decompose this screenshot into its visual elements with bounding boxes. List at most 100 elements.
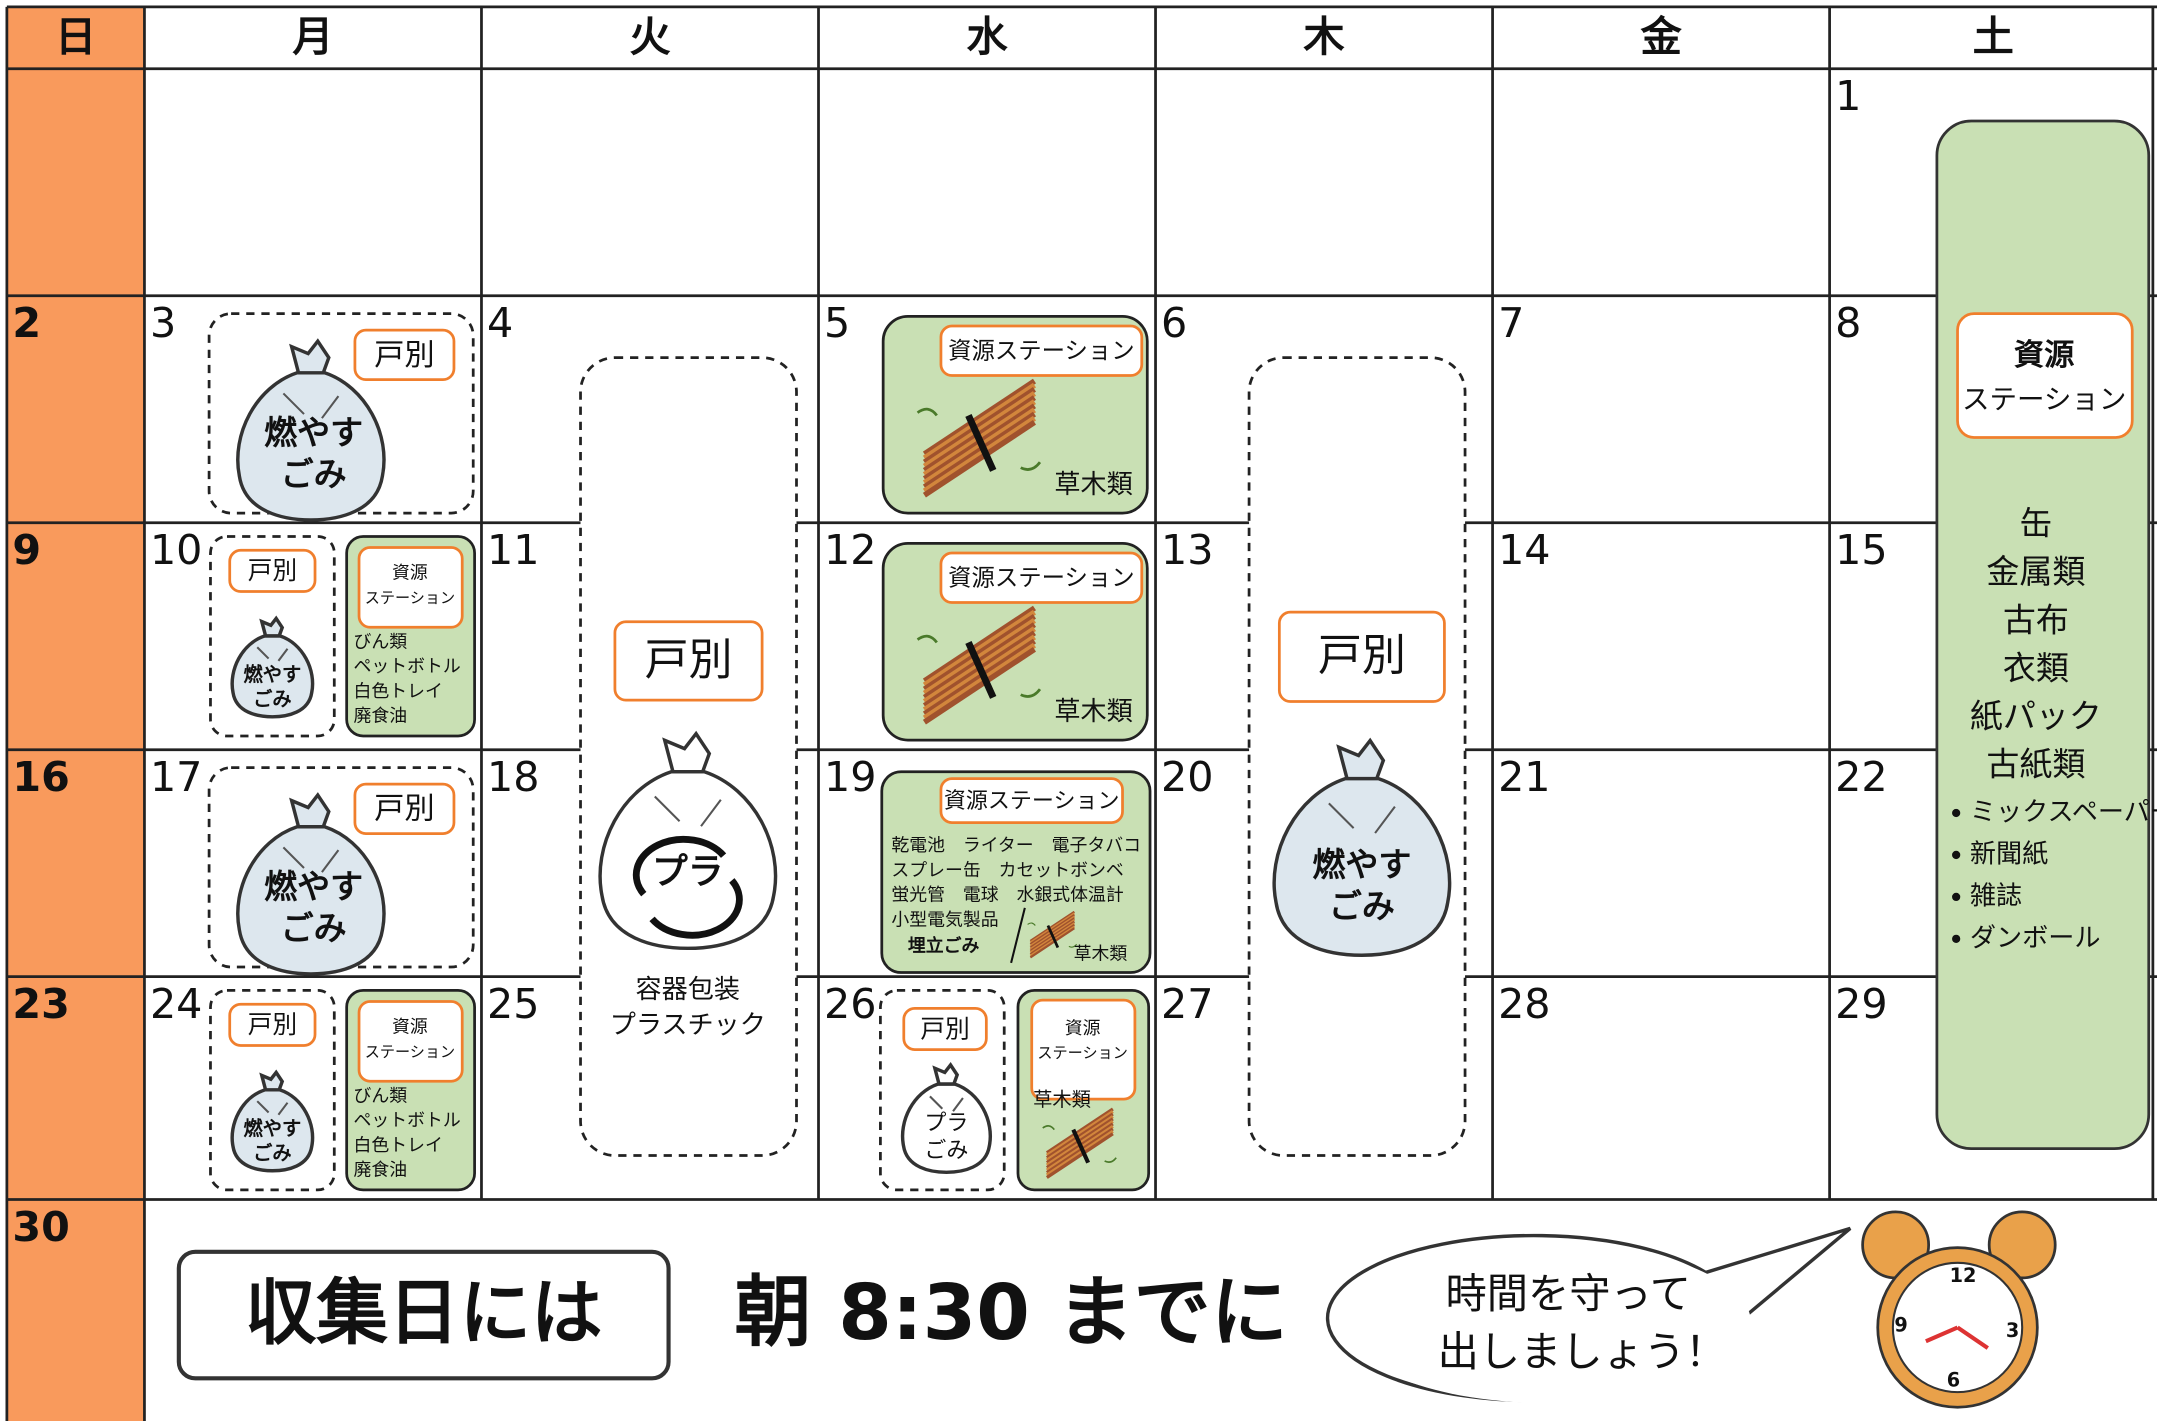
bag-fold	[282, 846, 340, 873]
twig	[1045, 1110, 1114, 1157]
tag-box	[353, 782, 456, 835]
label: 資源	[1065, 1018, 1101, 1039]
bag-body	[230, 634, 315, 719]
label: 3	[2006, 1319, 2019, 1342]
day-number: 17	[150, 753, 203, 801]
twig	[1045, 1107, 1114, 1155]
tag-box	[228, 1002, 317, 1047]
twig	[922, 605, 1036, 684]
tag-box	[353, 328, 456, 382]
weekday: 金	[1639, 13, 1682, 61]
day-number: 22	[1835, 753, 1888, 801]
label: スプレー缶 カセットボンベ	[891, 860, 1123, 881]
twigs-icon	[916, 605, 1042, 725]
label: 収集日には	[245, 1271, 603, 1354]
label: 古布	[2003, 600, 2069, 639]
twig	[922, 642, 1036, 721]
bag-knot	[259, 1069, 285, 1092]
day-number: 4	[487, 299, 513, 347]
clock-hands	[1925, 1325, 1989, 1350]
label: 白色トレイ	[354, 681, 443, 702]
label: 時間を守って	[1446, 1270, 1691, 1318]
bag-fold	[256, 646, 289, 662]
label: ミックスペーパー	[1970, 797, 2157, 827]
label: 新聞紙	[1970, 839, 2048, 869]
bag-body	[598, 769, 778, 951]
twig	[922, 638, 1036, 717]
label: ごみ	[924, 1138, 968, 1163]
clock-bell	[1987, 1210, 2057, 1280]
twig	[922, 382, 1036, 461]
day-number: 30	[12, 1203, 69, 1251]
weekday: 日	[55, 13, 96, 61]
label: プラスチック	[610, 1011, 766, 1041]
sunday-column	[6, 6, 145, 1421]
bag-fold	[282, 392, 340, 419]
label: ごみ	[281, 908, 347, 947]
day-number: 20	[1161, 753, 1214, 801]
day-number: 28	[1498, 980, 1551, 1028]
label: 白色トレイ	[354, 1135, 443, 1156]
label: 出しましょう！	[1438, 1328, 1727, 1376]
bag-knot	[1336, 737, 1386, 781]
label: 燃やす	[264, 413, 363, 452]
twig-tie	[965, 414, 997, 472]
weekday: 土	[1973, 13, 2014, 61]
label: 衣類	[2003, 648, 2069, 687]
twig	[1045, 1132, 1114, 1179]
twig	[922, 378, 1036, 457]
label: 容器包装	[636, 975, 741, 1005]
garbage-bag	[598, 730, 778, 951]
bag-knot	[932, 1062, 960, 1086]
label: 廃食油	[354, 706, 408, 727]
twig	[922, 646, 1036, 725]
label: プラ	[652, 852, 724, 893]
day-number: 19	[824, 753, 877, 801]
bag-knot	[289, 792, 331, 829]
label: 蛍光管 電球 水銀式体温計	[891, 885, 1124, 906]
weekday: 水	[966, 13, 1008, 61]
day-number: 14	[1498, 526, 1551, 574]
day-number: 25	[487, 980, 540, 1028]
label: 金属類	[1986, 552, 2085, 591]
day-number: 15	[1835, 526, 1888, 574]
bag-knot	[259, 615, 285, 638]
day-number: 6	[1161, 299, 1187, 347]
day-number: 12	[824, 526, 877, 574]
twig-tie	[1071, 1128, 1091, 1164]
tag-box	[228, 548, 317, 593]
garbage-bag	[230, 1069, 315, 1173]
label: ごみ	[253, 1142, 292, 1165]
garbage-bag	[230, 615, 315, 719]
label: 資源	[392, 563, 428, 584]
day-number: 13	[1161, 526, 1214, 574]
tag-box	[939, 324, 1144, 377]
label: ステーション	[1037, 1044, 1127, 1062]
tag-label: 資源ステーション	[944, 789, 1120, 814]
weekday: 月	[292, 13, 333, 61]
label: 廃食油	[354, 1160, 408, 1181]
label: 9	[1894, 1314, 1907, 1337]
label: ステーション	[365, 1043, 455, 1061]
twig	[922, 420, 1036, 498]
label: 乾電池 ライター 電子タバコ	[891, 835, 1141, 856]
label: 燃やす	[1312, 845, 1411, 884]
tag-box	[1030, 998, 1137, 1101]
twig	[1045, 1112, 1114, 1160]
tag-box	[1277, 610, 1446, 703]
day-number: 9	[12, 526, 41, 574]
day-number: 5	[824, 299, 850, 347]
twig	[922, 415, 1036, 494]
leaf	[1027, 922, 1078, 948]
tag-label: 戸別	[1318, 630, 1406, 681]
bag-body	[1272, 776, 1452, 957]
day-number: 7	[1498, 299, 1524, 347]
twig	[1045, 1127, 1114, 1174]
label: 燃やす	[264, 867, 363, 906]
weekday: 木	[1303, 13, 1345, 61]
label: ペットボトル	[354, 1110, 461, 1131]
bag-knot	[662, 730, 712, 774]
day-number: 2	[12, 299, 41, 347]
